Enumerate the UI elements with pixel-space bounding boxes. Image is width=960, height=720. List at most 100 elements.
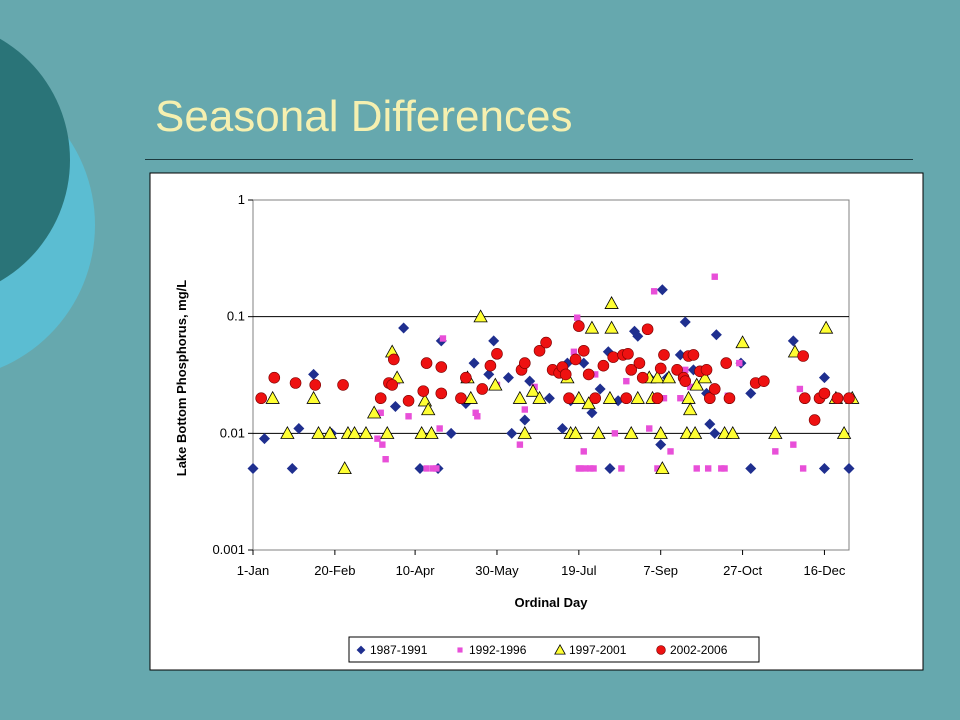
x-tick-label: 30-May: [475, 563, 519, 578]
data-point: [582, 465, 589, 472]
data-point: [818, 462, 830, 474]
data-point: [667, 448, 674, 455]
data-point: [650, 370, 665, 384]
data-point: [347, 426, 362, 439]
data-point: [736, 359, 743, 367]
data-point: [386, 379, 398, 391]
data-point: [758, 375, 770, 387]
data-point: [484, 359, 497, 372]
data-point: [799, 465, 807, 472]
data-point: [512, 390, 528, 404]
data-point: [293, 423, 305, 435]
data-point: [405, 413, 412, 420]
data-point: [686, 383, 694, 391]
data-point: [247, 462, 259, 474]
data-point: [679, 375, 692, 387]
data-point: [622, 348, 634, 360]
data-point: [309, 379, 322, 391]
data-point: [790, 441, 797, 448]
data-point: [573, 314, 581, 321]
x-tick-label: 10-Apr: [396, 563, 436, 578]
data-point: [398, 322, 410, 334]
data-point: [502, 372, 514, 384]
data-point: [491, 348, 503, 360]
y-tick-label: 0.001: [212, 542, 245, 557]
data-point: [656, 284, 668, 296]
data-point: [772, 448, 779, 455]
data-point: [630, 390, 645, 404]
data-point: [337, 461, 352, 475]
data-point: [632, 330, 644, 342]
data-point: [435, 361, 448, 373]
data-point: [798, 392, 811, 405]
data-point: [658, 349, 670, 361]
data-point: [483, 368, 495, 380]
data-point: [540, 336, 552, 349]
legend-marker: [356, 645, 366, 655]
data-point: [710, 329, 722, 341]
data-point: [818, 320, 834, 334]
data-point: [424, 426, 439, 439]
data-point: [624, 426, 639, 439]
data-point: [671, 364, 683, 376]
data-point: [768, 426, 783, 439]
data-point: [308, 368, 320, 380]
data-point: [720, 357, 732, 369]
data-points: [247, 273, 860, 475]
data-point: [592, 371, 599, 378]
data-point: [563, 392, 575, 405]
data-point: [620, 392, 633, 405]
data-point: [506, 427, 518, 439]
data-point: [590, 465, 597, 472]
data-point: [709, 427, 721, 439]
data-point: [306, 390, 321, 404]
y-axis-title: Lake Bottom Phosphorus, mg/L: [174, 280, 189, 477]
legend-marker: [656, 645, 666, 655]
legend-entry-label: 1992-1996: [469, 643, 527, 657]
data-point: [559, 368, 572, 381]
data-point: [681, 390, 696, 404]
data-point: [516, 441, 524, 448]
data-point: [289, 377, 302, 389]
data-point: [604, 320, 619, 334]
data-point: [594, 383, 606, 395]
data-point: [582, 368, 595, 381]
x-tick-label: 19-Jul: [561, 563, 597, 578]
data-point: [258, 433, 270, 445]
data-point: [646, 425, 653, 432]
data-point: [700, 364, 713, 376]
data-point: [708, 383, 721, 395]
data-point: [435, 387, 448, 400]
data-point: [543, 392, 555, 404]
data-point: [687, 349, 700, 361]
data-point: [735, 335, 750, 349]
data-point: [618, 465, 625, 472]
data-point: [433, 465, 440, 472]
data-point: [623, 377, 630, 385]
data-point: [796, 385, 804, 393]
data-point: [604, 462, 616, 474]
data-point: [521, 406, 529, 413]
legend-marker: [457, 647, 463, 653]
data-point: [417, 385, 430, 397]
data-point: [374, 392, 387, 405]
slide-title: Seasonal Differences: [155, 92, 573, 141]
data-point: [423, 465, 430, 472]
legend-entry-label: 1997-2001: [569, 643, 627, 657]
data-point: [704, 418, 716, 430]
data-point: [725, 426, 740, 439]
data-point: [597, 359, 610, 372]
data-point: [633, 357, 646, 369]
data-point: [682, 402, 698, 416]
data-point: [704, 465, 712, 472]
data-point: [311, 426, 326, 439]
data-point: [474, 413, 481, 420]
data-point: [818, 372, 830, 384]
data-point: [693, 465, 700, 472]
data-point: [641, 323, 654, 336]
data-point: [654, 362, 667, 375]
data-point: [577, 465, 584, 472]
data-point: [636, 371, 649, 384]
data-point: [677, 395, 684, 402]
